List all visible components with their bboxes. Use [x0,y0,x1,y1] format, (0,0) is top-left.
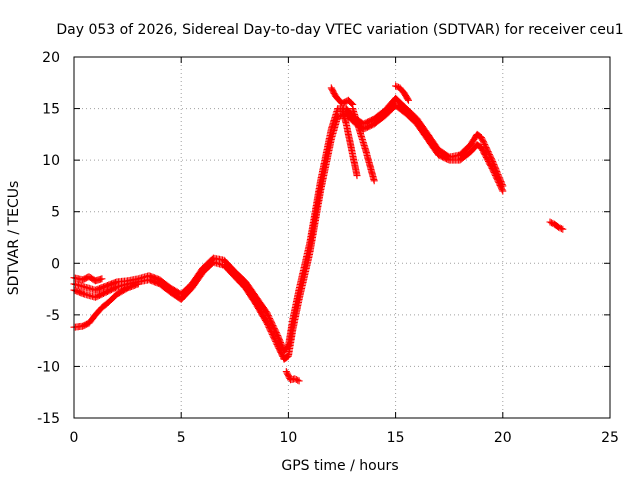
data-points [282,368,303,385]
y-tick-label: 5 [51,205,60,221]
data-points [392,82,412,104]
x-tick-label: 25 [601,430,619,446]
y-tick-label: 20 [42,50,60,66]
x-tick-label: 15 [387,430,405,446]
y-tick-label: 0 [51,256,60,272]
y-tick-label: -15 [37,411,60,427]
x-tick-label: 20 [494,430,512,446]
x-axis-label: GPS time / hours [281,458,398,474]
y-tick-label: 15 [42,102,60,118]
axis-ticks: 0 5 10 15 20 25 -15 -10 -5 0 5 10 15 20 [37,50,619,446]
data-track [282,368,303,385]
y-tick-label: 10 [42,153,60,169]
data-track [338,105,361,180]
y-tick-label: -10 [37,359,60,375]
data-points [327,84,357,108]
plot-frame [73,56,611,419]
data-track [327,84,357,108]
chart-title: Day 053 of 2026, Sidereal Day-to-day VTE… [56,22,623,38]
x-tick-label: 0 [70,430,79,446]
x-tick-label: 10 [279,430,297,446]
y-axis-label: SDTVAR / TECUs [6,181,22,296]
data-series [70,82,567,385]
data-points [349,105,378,185]
data-points [546,218,567,233]
data-points [338,105,361,180]
data-track [392,82,412,104]
data-track [349,105,378,185]
y-tick-label: -5 [46,308,60,324]
series-SDTVAR [70,82,567,385]
x-tick-label: 5 [177,430,186,446]
data-track [546,218,567,233]
